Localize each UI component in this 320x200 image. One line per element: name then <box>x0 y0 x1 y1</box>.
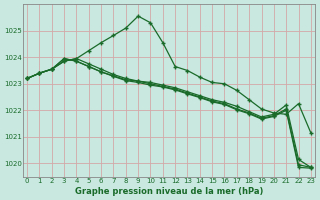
X-axis label: Graphe pression niveau de la mer (hPa): Graphe pression niveau de la mer (hPa) <box>75 187 263 196</box>
